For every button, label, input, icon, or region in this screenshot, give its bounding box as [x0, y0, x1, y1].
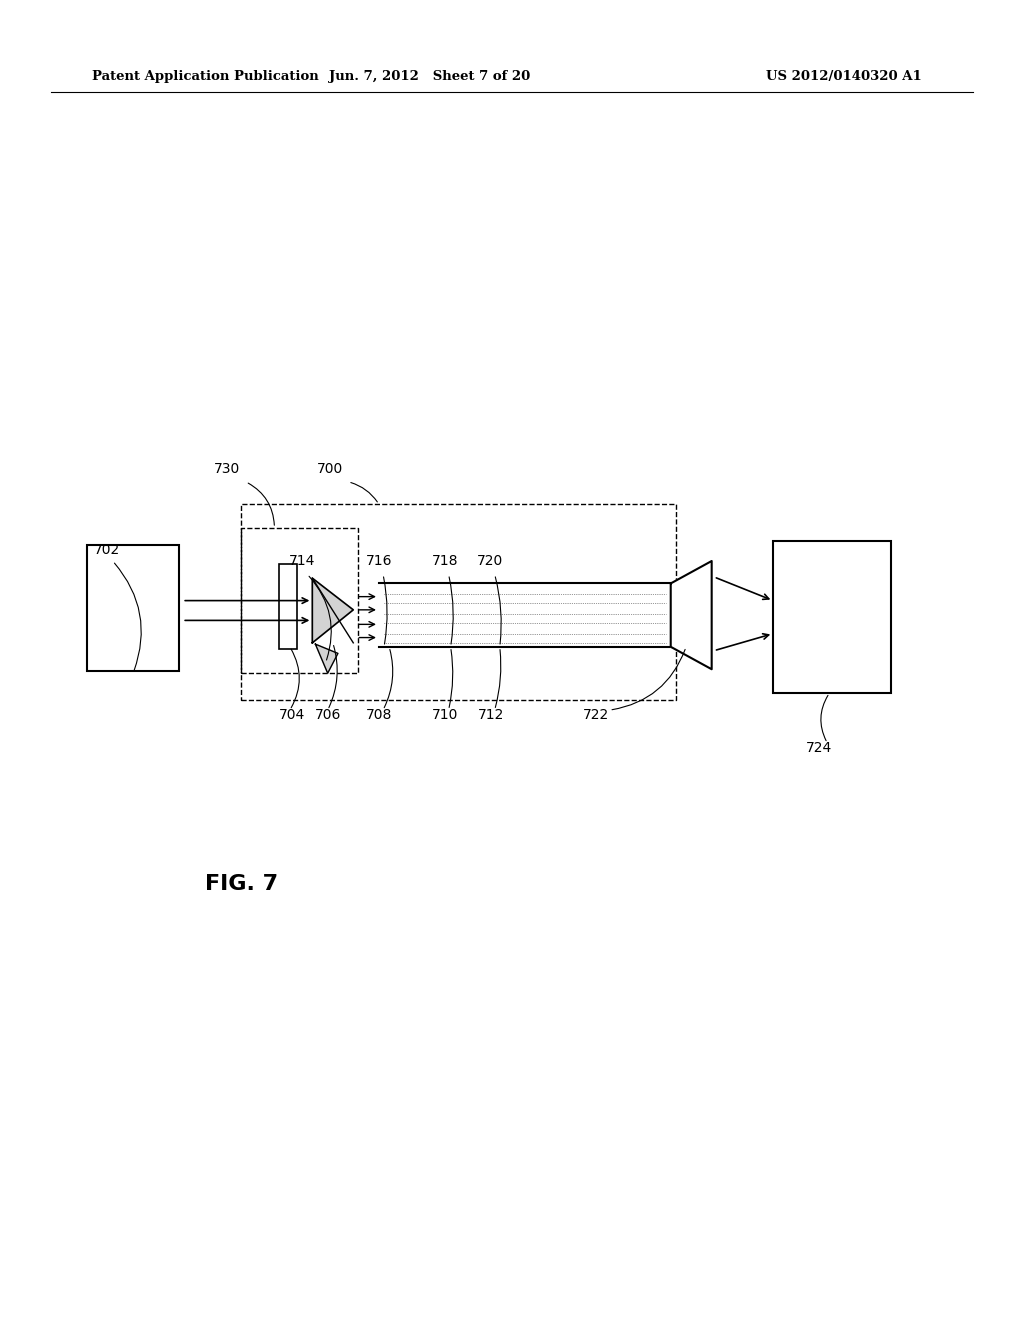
- Text: US 2012/0140320 A1: US 2012/0140320 A1: [766, 70, 922, 83]
- Text: 708: 708: [366, 709, 392, 722]
- Polygon shape: [315, 644, 338, 673]
- Text: 716: 716: [366, 554, 392, 568]
- Text: Patent Application Publication: Patent Application Publication: [92, 70, 318, 83]
- Text: FIG. 7: FIG. 7: [205, 874, 278, 895]
- Text: 718: 718: [432, 554, 459, 568]
- Text: 712: 712: [478, 709, 505, 722]
- Text: 702: 702: [94, 544, 121, 557]
- Bar: [279, 564, 297, 649]
- Text: 700: 700: [316, 462, 343, 475]
- Bar: [241, 504, 676, 700]
- Text: 722: 722: [583, 709, 609, 722]
- Bar: [773, 541, 891, 693]
- Text: 704: 704: [279, 709, 305, 722]
- Text: Jun. 7, 2012   Sheet 7 of 20: Jun. 7, 2012 Sheet 7 of 20: [330, 70, 530, 83]
- Polygon shape: [671, 561, 712, 669]
- Bar: [87, 545, 179, 671]
- Text: 724: 724: [806, 742, 833, 755]
- Text: 710: 710: [432, 709, 459, 722]
- Bar: [241, 528, 358, 673]
- Text: 714: 714: [289, 554, 315, 568]
- Text: 706: 706: [314, 709, 341, 722]
- Text: 720: 720: [477, 554, 504, 568]
- Text: 730: 730: [214, 462, 241, 475]
- Polygon shape: [312, 578, 353, 643]
